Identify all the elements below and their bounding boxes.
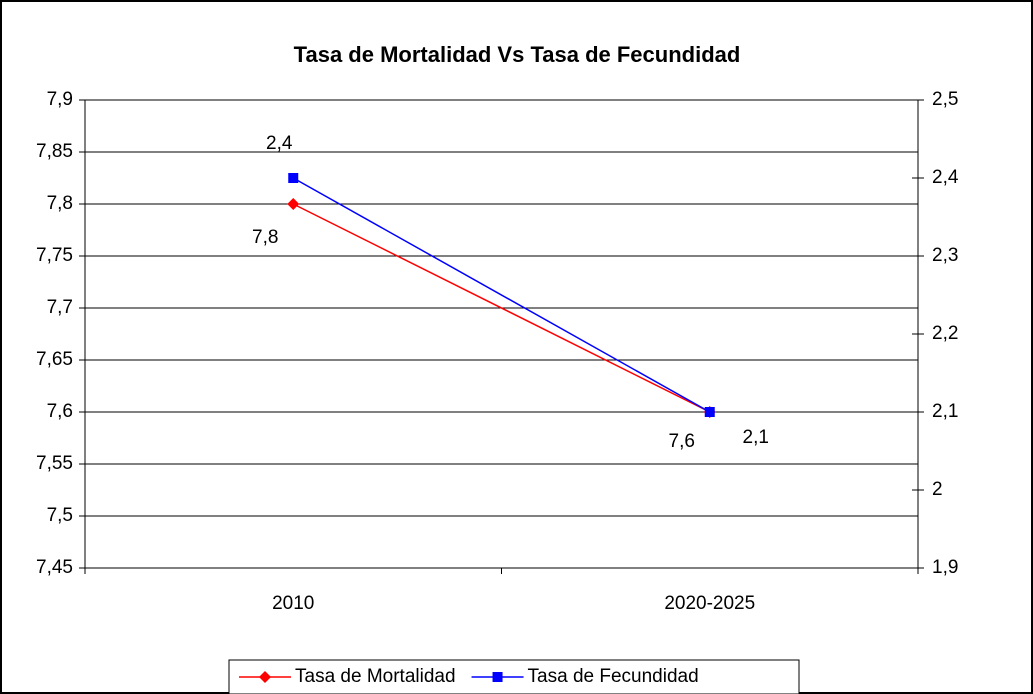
y-tick-label: 7,65 bbox=[36, 349, 73, 370]
y-tick-label: 7,5 bbox=[47, 505, 73, 526]
series-line bbox=[292, 203, 711, 413]
y-tick-label: 7,8 bbox=[47, 193, 73, 214]
y2-tick-label: 1,9 bbox=[932, 557, 958, 578]
series-line bbox=[292, 177, 711, 413]
y-tick-label: 7,9 bbox=[47, 89, 73, 110]
data-label: 2,4 bbox=[266, 133, 293, 154]
chart-title: Tasa de Mortalidad Vs Tasa de Fecundidad bbox=[294, 42, 741, 67]
legend-label: Tasa de Fecundidad bbox=[528, 666, 699, 687]
data-label: 7,6 bbox=[669, 431, 695, 452]
y2-tick-label: 2 bbox=[932, 479, 943, 500]
y-tick-label: 7,85 bbox=[36, 141, 73, 162]
y-tick-label: 7,6 bbox=[47, 401, 73, 422]
legend-marker bbox=[492, 672, 503, 682]
y-tick-label: 7,75 bbox=[36, 245, 73, 266]
y-tick-label: 7,55 bbox=[36, 453, 73, 474]
legend-marker bbox=[259, 671, 271, 683]
legend-label: Tasa de Mortalidad bbox=[295, 666, 456, 687]
data-point bbox=[288, 173, 299, 183]
y2-tick-label: 2,2 bbox=[932, 323, 958, 344]
y2-tick-label: 2,3 bbox=[932, 245, 958, 266]
y2-tick-label: 2,4 bbox=[932, 167, 959, 188]
x-tick-label: 2010 bbox=[272, 593, 314, 614]
x-tick-label: 2020-2025 bbox=[664, 593, 755, 614]
y2-tick-label: 2,5 bbox=[932, 89, 958, 110]
data-label: 2,1 bbox=[743, 427, 769, 448]
data-point bbox=[704, 407, 715, 417]
data-point bbox=[287, 198, 300, 210]
y2-tick-label: 2,1 bbox=[932, 401, 958, 422]
y-tick-label: 7,45 bbox=[36, 557, 73, 578]
data-label: 7,8 bbox=[252, 227, 278, 248]
y-tick-label: 7,7 bbox=[47, 297, 73, 318]
